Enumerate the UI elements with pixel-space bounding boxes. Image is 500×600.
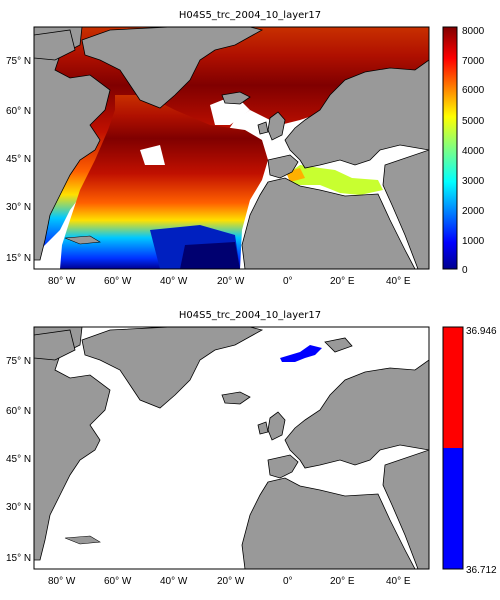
lat-tick-label: 30° N xyxy=(6,202,31,213)
lon-tick-label: 40° E xyxy=(386,276,411,287)
lon-tick-label: 40° W xyxy=(160,276,188,287)
lon-axis-top: 80° W 60° W 40° W 20° W 0° 20° E 40° E xyxy=(48,276,411,287)
land-europe xyxy=(284,59,429,169)
lon-tick-label: 20° W xyxy=(217,576,245,587)
map-title-top: H04S5_trc_2004_10_layer17 xyxy=(178,10,322,21)
land-africa xyxy=(241,177,416,269)
lat-tick-label: 15° N xyxy=(6,553,31,564)
lon-tick-label: 40° E xyxy=(386,576,411,587)
colorbar-tick-label: 2000 xyxy=(462,206,485,217)
colorbar-min-label: 36.712 xyxy=(466,565,497,576)
tracer-field-atlantic xyxy=(60,95,268,269)
colorbar-tick-label: 0 xyxy=(462,265,468,276)
land-middle-east xyxy=(382,449,429,569)
colorbar-bottom-upper xyxy=(443,327,463,448)
map-panel-top xyxy=(34,27,429,269)
land-iceland xyxy=(221,391,251,405)
lon-tick-label: 80° W xyxy=(48,276,76,287)
map-panel-bottom xyxy=(34,327,429,569)
lat-axis-bottom: 75° N 60° N 45° N 30° N 15° N xyxy=(6,356,31,564)
land-ireland xyxy=(257,421,269,435)
lat-tick-label: 75° N xyxy=(6,56,31,67)
land-iberia xyxy=(267,454,299,479)
land-svalbard xyxy=(324,337,353,353)
lon-tick-label: 20° W xyxy=(217,276,245,287)
lat-tick-label: 45° N xyxy=(6,154,31,165)
colorbar-top xyxy=(442,26,458,270)
land-greenland xyxy=(81,27,264,109)
lat-tick-label: 60° N xyxy=(6,406,31,417)
lat-tick-label: 60° N xyxy=(6,106,31,117)
land-baffin xyxy=(34,29,76,61)
colorbar-tick-label: 6000 xyxy=(462,85,485,96)
lon-tick-label: 60° W xyxy=(104,576,132,587)
land-baffin xyxy=(34,329,76,361)
colorbar-bottom xyxy=(442,326,464,570)
colorbar-tick-label: 7000 xyxy=(462,56,485,67)
land-cuba xyxy=(64,235,101,245)
lat-axis-top: 75° N 60° N 45° N 30° N 15° N xyxy=(6,56,31,264)
colorbar-tick-label: 1000 xyxy=(462,236,485,247)
land-ireland xyxy=(257,121,269,135)
lon-tick-label: 60° W xyxy=(104,276,132,287)
lat-tick-label: 15° N xyxy=(6,253,31,264)
lon-tick-label: 20° E xyxy=(330,576,355,587)
mediterranean-field xyxy=(290,165,383,195)
land-iberia xyxy=(267,154,299,179)
lon-tick-label: 0° xyxy=(283,576,293,587)
lon-axis-bottom: 80° W 60° W 40° W 20° W 0° 20° E 40° E xyxy=(48,576,411,587)
land-greenland xyxy=(81,327,264,409)
land-africa xyxy=(241,477,416,569)
lon-tick-label: 0° xyxy=(283,276,293,287)
tracer-min-class-region xyxy=(280,345,322,362)
colorbar-top-ticks: 8000 7000 6000 5000 4000 3000 2000 1000 … xyxy=(462,26,485,276)
map-frame-bottom xyxy=(33,326,430,570)
mask-region xyxy=(140,145,165,165)
lat-tick-label: 45° N xyxy=(6,454,31,465)
colorbar-tick-label: 8000 xyxy=(462,26,485,37)
land-iceland xyxy=(221,91,251,105)
lon-tick-label: 20° E xyxy=(330,276,355,287)
land-europe xyxy=(284,359,429,469)
map-title-bottom: H04S5_trc_2004_10_layer17 xyxy=(178,310,322,321)
colorbar-tick-label: 4000 xyxy=(462,146,485,157)
colorbar-bottom-lower xyxy=(443,448,463,569)
land-cuba xyxy=(64,535,101,545)
colorbar-tick-label: 5000 xyxy=(462,116,485,127)
land-middle-east xyxy=(382,149,429,269)
lat-tick-label: 30° N xyxy=(6,502,31,513)
map-frame-top xyxy=(33,26,430,270)
colorbar-max-label: 36.946 xyxy=(466,326,497,337)
lat-tick-label: 75° N xyxy=(6,356,31,367)
lon-tick-label: 40° W xyxy=(160,576,188,587)
tracer-min-region xyxy=(180,242,240,269)
lon-tick-label: 80° W xyxy=(48,576,76,587)
colorbar-tick-label: 3000 xyxy=(462,176,485,187)
